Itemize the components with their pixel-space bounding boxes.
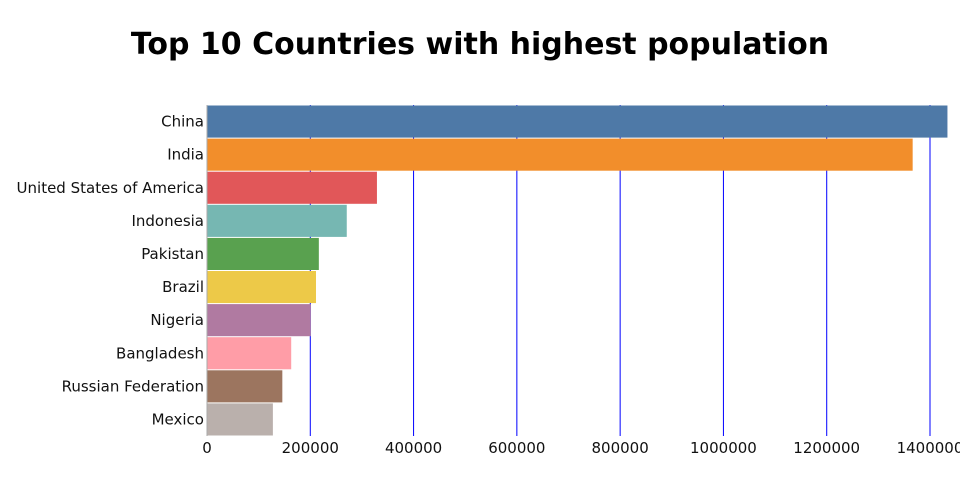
x-tick-label-800000: 800000 (592, 439, 649, 457)
x-tick-label-200000: 200000 (282, 439, 339, 457)
bar-china (207, 105, 948, 138)
category-label-china: China (161, 113, 204, 131)
x-tick-label-1000000: 1000000 (690, 439, 757, 457)
bar-mexico (207, 403, 273, 436)
category-label-bangladesh: Bangladesh (116, 344, 204, 362)
bar-india (207, 138, 913, 171)
x-tick-label-0: 0 (202, 439, 212, 457)
bar-brazil (207, 271, 316, 304)
category-label-indonesia: Indonesia (131, 212, 204, 230)
x-tick-label-400000: 400000 (385, 439, 442, 457)
bar-nigeria (207, 304, 311, 337)
bar-united-states-of-america (207, 171, 377, 204)
bar-bangladesh (207, 337, 292, 370)
category-label-nigeria: Nigeria (150, 311, 204, 329)
category-label-mexico: Mexico (152, 410, 204, 428)
bars (207, 105, 948, 436)
x-tick-label-1200000: 1200000 (793, 439, 860, 457)
bar-indonesia (207, 204, 347, 237)
category-label-united-states-of-america: United States of America (17, 179, 204, 197)
category-label-brazil: Brazil (162, 278, 204, 296)
category-labels: China India United States of America Indone… (17, 113, 204, 429)
bar-russian-federation (207, 370, 283, 403)
category-label-india: India (167, 146, 204, 164)
category-label-pakistan: Pakistan (141, 245, 204, 263)
x-tick-label-600000: 600000 (488, 439, 545, 457)
chart-title: Top 10 Countries with highest population (131, 27, 829, 62)
x-tick-label-1400000: 1400000 (897, 439, 960, 457)
bar-pakistan (207, 237, 319, 270)
x-tick-labels: 0 200000 400000 600000 800000 1000000 1200000 1… (202, 439, 960, 457)
category-label-russian-federation: Russian Federation (62, 377, 204, 395)
